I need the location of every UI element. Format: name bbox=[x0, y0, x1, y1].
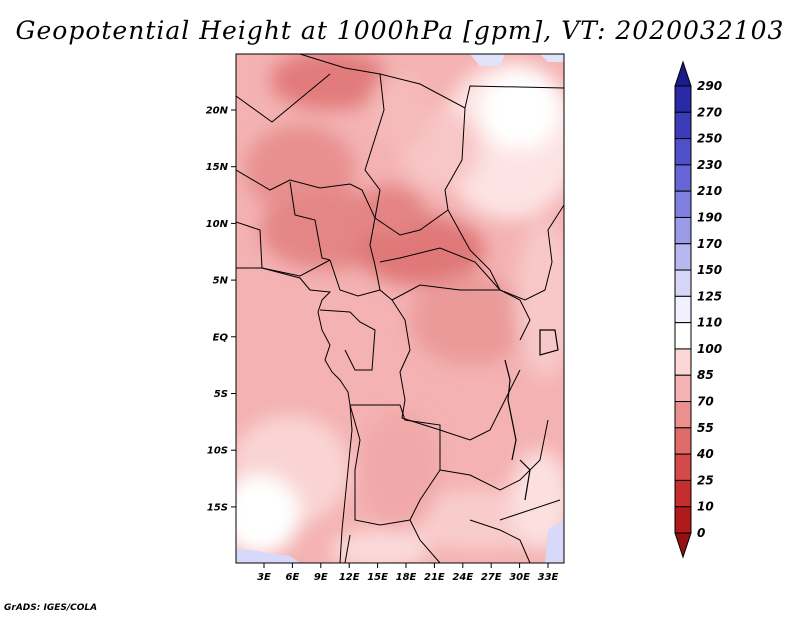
colorbar-swatch bbox=[674, 243, 692, 271]
colorbar-swatch bbox=[674, 506, 692, 534]
lon-label: 3E bbox=[257, 572, 271, 583]
lon-label: 21E bbox=[424, 572, 445, 583]
colorbar-label: 70 bbox=[697, 395, 714, 409]
colorbar-swatch bbox=[674, 322, 692, 350]
colorbar-label: 125 bbox=[697, 289, 722, 303]
colorbar: 2902702502302101901701501251101008570554… bbox=[674, 60, 722, 559]
colorbar-label: 250 bbox=[697, 132, 722, 146]
lon-label: 33E bbox=[538, 572, 559, 583]
colorbar-label: 190 bbox=[697, 210, 722, 224]
colorbar-swatch bbox=[674, 427, 692, 455]
colorbar-swatch bbox=[674, 190, 692, 218]
colorbar-label: 230 bbox=[697, 158, 722, 172]
lat-label: 5N bbox=[213, 276, 229, 287]
lat-label: 10S bbox=[207, 446, 228, 457]
colorbar-label: 170 bbox=[697, 237, 722, 251]
lat-label: 15S bbox=[207, 502, 228, 513]
lat-label: 15N bbox=[206, 162, 229, 173]
lat-label: 20N bbox=[206, 106, 229, 117]
colorbar-swatch bbox=[674, 216, 692, 245]
colorbar-swatch bbox=[674, 401, 692, 429]
lon-label: 24E bbox=[452, 572, 473, 583]
colorbar-label: 55 bbox=[697, 421, 714, 435]
colorbar-label: 85 bbox=[697, 368, 714, 382]
colorbar-swatch bbox=[674, 479, 692, 508]
colorbar-swatch bbox=[674, 138, 692, 166]
colorbar-label: 25 bbox=[697, 473, 714, 487]
colorbar-label: 110 bbox=[697, 316, 722, 330]
colorbar-label: 270 bbox=[697, 105, 722, 119]
lon-label: 27E bbox=[481, 572, 502, 583]
lat-label: 10N bbox=[206, 219, 229, 230]
colorbar-label: 100 bbox=[697, 342, 722, 356]
colorbar-swatch bbox=[674, 348, 692, 376]
colorbar-label: 40 bbox=[696, 447, 714, 461]
colorbar-label: 210 bbox=[697, 184, 722, 198]
colorbar-bottom-arrow bbox=[674, 532, 692, 559]
lon-label: 9E bbox=[314, 572, 328, 583]
colorbar-swatch bbox=[674, 85, 692, 113]
colorbar-label: 150 bbox=[697, 263, 722, 277]
colorbar-top-arrow bbox=[674, 60, 692, 87]
lon-label: 18E bbox=[396, 572, 417, 583]
country-borders bbox=[236, 54, 564, 563]
lon-label: 15E bbox=[367, 572, 388, 583]
map-title: Geopotential Height at 1000hPa [gpm], VT… bbox=[15, 16, 785, 45]
colorbar-swatch bbox=[674, 111, 692, 140]
grads-credit: GrADS: IGES/COLA bbox=[4, 603, 98, 613]
lon-label: 12E bbox=[339, 572, 360, 583]
colorbar-swatch bbox=[674, 269, 692, 297]
colorbar-label: 0 bbox=[697, 526, 705, 540]
colorbar-swatch bbox=[674, 453, 692, 481]
lon-label: 6E bbox=[286, 572, 300, 583]
map-axes: 20N 15N 10N 5N EQ 5S 10S 15S 3E 6E 9E 12E 15E 18E 21E 2… bbox=[206, 106, 559, 584]
lon-label: 30E bbox=[509, 572, 530, 583]
colorbar-swatch bbox=[674, 374, 692, 403]
map-frame bbox=[235, 53, 565, 564]
lat-label: 5S bbox=[214, 389, 228, 400]
colorbar-label: 290 bbox=[697, 79, 722, 93]
height-field bbox=[236, 54, 564, 563]
colorbar-swatch bbox=[674, 164, 692, 192]
colorbar-label: 10 bbox=[697, 500, 714, 514]
lat-label: EQ bbox=[213, 332, 229, 343]
colorbar-swatch bbox=[674, 295, 692, 324]
